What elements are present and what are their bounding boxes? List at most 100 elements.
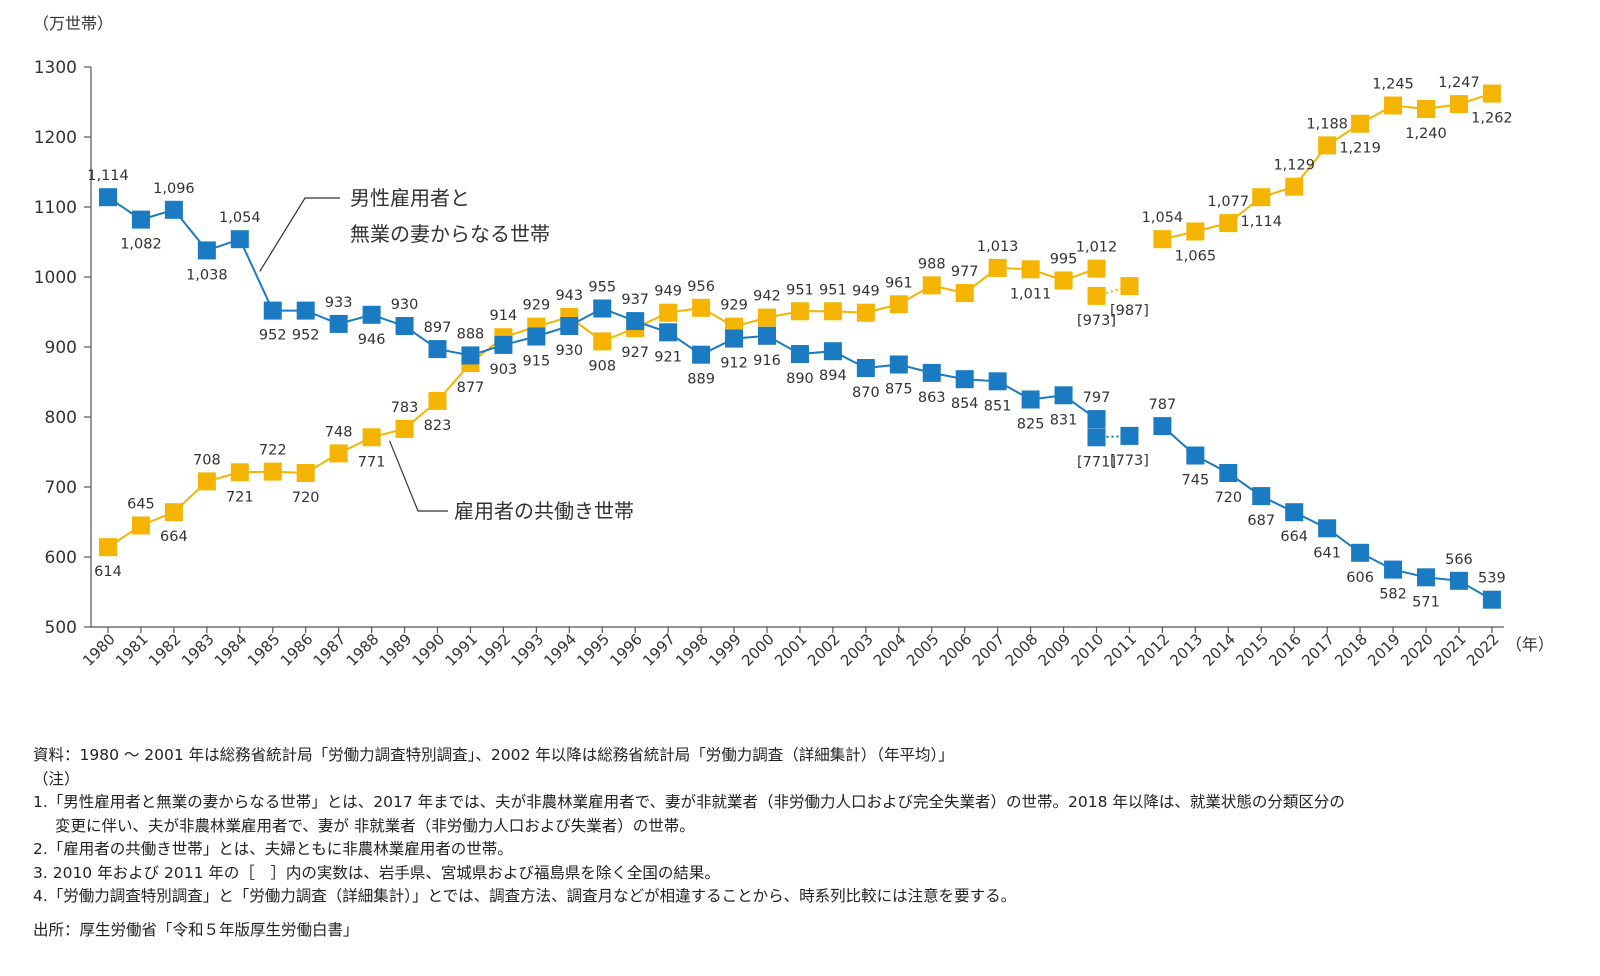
single-income-value-label: 1,038 (186, 267, 228, 283)
single-income-marker (296, 301, 315, 320)
dual-income-value-label: 771 (358, 454, 386, 470)
dual-income-marker (1318, 136, 1337, 155)
single-income-marker (659, 323, 678, 342)
dual-income-marker (856, 303, 875, 322)
dual-income-marker (1417, 100, 1435, 118)
single-income-value-label: 916 (753, 353, 781, 369)
note-1-continued: 変更に伴い、夫が非農林業雇用者で、妻が 非就業者（非労働力人口および失業者）の世… (55, 816, 695, 835)
x-tick-label: 2003 (837, 630, 877, 670)
dual-income-value-label: 1,054 (1142, 210, 1184, 226)
dual-income-value-label: 664 (160, 529, 188, 545)
dual-income-value-label: 908 (588, 358, 616, 374)
dual-income-value-label: 1,245 (1372, 77, 1414, 93)
x-tick-label: 2009 (1035, 630, 1075, 670)
dual-income-value-label: 929 (523, 298, 551, 314)
dual-income-marker (230, 463, 249, 482)
y-tick-label: 1000 (34, 268, 77, 288)
dual-income-marker (131, 516, 150, 535)
x-unit-label: （年） (1506, 635, 1554, 654)
dual-income-marker (362, 428, 381, 447)
dual-income-marker (692, 298, 711, 317)
dual-income-bracket-marker (1087, 286, 1106, 305)
y-tick-label: 1100 (34, 198, 77, 218)
x-tick-label: 2002 (804, 630, 844, 670)
dual-income-marker (593, 332, 612, 351)
single-income-bracket-marker (1120, 426, 1139, 445)
single-income-marker (1449, 571, 1468, 590)
x-tick-label: 2013 (1166, 630, 1206, 670)
single-income-marker (922, 363, 941, 382)
dual-income-value-label: 977 (951, 264, 979, 280)
single-income-marker (329, 314, 348, 333)
single-income-marker (1482, 590, 1501, 609)
dual-income-value-label: 645 (127, 497, 155, 513)
single-income-value-label: 571 (1412, 594, 1440, 610)
single-income-marker (1219, 464, 1238, 482)
dual-income-marker (1186, 222, 1205, 241)
dual-income-value-label: 943 (555, 288, 583, 304)
x-tick-label: 1983 (178, 630, 218, 670)
single-income-value-label: 797 (1083, 390, 1111, 406)
dual-income-callout-leader (389, 440, 448, 512)
y-tick-label: 600 (45, 548, 77, 568)
single-income-value-label: 664 (1280, 529, 1308, 545)
x-tick-label: 1982 (145, 630, 185, 670)
single-income-marker (230, 230, 249, 249)
single-income-marker (1252, 487, 1271, 506)
dual-income-value-label: 783 (391, 400, 419, 416)
x-tick-label: 1999 (705, 630, 745, 670)
x-tick-label: 2001 (771, 630, 811, 670)
dual-income-marker (329, 444, 348, 463)
dual-income-value-label: 614 (94, 564, 122, 580)
series-markers (99, 84, 1501, 609)
single-income-bracket-label: [773] (1110, 453, 1149, 469)
single-income-marker (1087, 410, 1106, 429)
dual-income-value-label: 708 (193, 452, 221, 468)
single-income-bracket-label: [771] (1077, 454, 1116, 470)
single-income-marker (1351, 543, 1370, 562)
single-income-marker (395, 317, 414, 335)
dual-income-value-label: 722 (259, 443, 287, 459)
x-tick-label: 1986 (277, 630, 317, 670)
single-income-value-label: 854 (951, 396, 979, 412)
x-tick-label: 2000 (738, 630, 778, 670)
dual-income-value-label: 949 (654, 284, 682, 300)
dual-income-value-label: 942 (753, 289, 781, 305)
single-income-value-label: 952 (292, 328, 320, 344)
dual-income-value-label: 951 (786, 282, 814, 298)
single-income-value-label: 930 (391, 297, 419, 313)
x-tick-label: 2014 (1199, 630, 1239, 670)
dual-income-value-label: 961 (885, 275, 913, 291)
dual-income-bracket-marker (1120, 277, 1139, 296)
single-income-marker (428, 340, 447, 359)
single-income-value-label: 687 (1247, 513, 1275, 529)
single-income-value-label: 720 (1214, 490, 1242, 506)
single-income-value-label: 946 (358, 332, 386, 348)
single-income-value-label: 606 (1346, 570, 1374, 586)
dual-income-value-label: 1,247 (1438, 75, 1480, 91)
single-income-marker (692, 345, 711, 364)
single-income-value-label: 825 (1017, 417, 1045, 433)
dual-income-value-label: 988 (918, 256, 946, 272)
single-income-marker (164, 200, 183, 219)
y-tick-label: 500 (45, 618, 77, 638)
dual-income-bracket-label: [987] (1110, 303, 1149, 319)
dual-income-value-label: 1,012 (1076, 240, 1118, 256)
x-tick-label: 2004 (870, 630, 910, 670)
single-income-value-label: 539 (1478, 571, 1506, 587)
single-income-marker (1417, 568, 1435, 587)
single-income-value-label: 955 (588, 280, 616, 296)
citation: 出所：厚生労働省「令和５年版厚生労働白書」 (33, 920, 359, 939)
y-tick-label: 700 (45, 478, 77, 498)
x-tick-label: 1984 (211, 630, 251, 670)
single-income-value-label: 903 (490, 362, 518, 378)
single-income-marker (99, 188, 117, 207)
dual-income-marker (197, 472, 216, 491)
single-income-marker (988, 372, 1007, 391)
x-tick-label: 2022 (1463, 630, 1503, 670)
single-income-marker (823, 342, 842, 361)
dual-income-value-label: 721 (226, 489, 254, 505)
single-income-value-label: 897 (424, 320, 452, 336)
single-income-marker (263, 301, 282, 320)
